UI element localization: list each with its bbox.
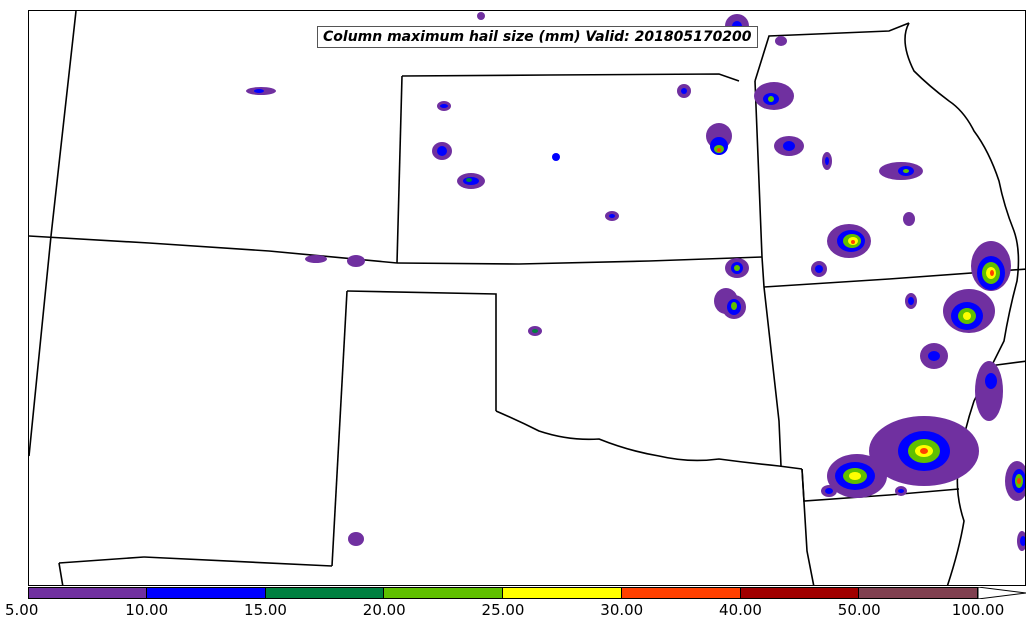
state-line-arkansas-west <box>801 468 815 585</box>
hail-cell <box>827 454 887 498</box>
map-canvas <box>29 11 1025 585</box>
hail-cell <box>552 153 560 161</box>
hail-cell <box>1005 461 1025 501</box>
state-line-nebraska-south <box>396 75 403 264</box>
hail-cell <box>477 12 485 20</box>
hail-cell <box>905 293 917 309</box>
hail-cell <box>605 211 619 221</box>
colorbar-segment <box>265 587 385 599</box>
state-boundaries <box>29 11 1025 585</box>
state-line-nebraska-top <box>401 73 740 82</box>
hail-cell <box>869 416 979 486</box>
hail-cell <box>725 258 749 278</box>
hail-cell <box>895 486 907 496</box>
hail-cell <box>347 255 365 267</box>
hail-cell <box>879 162 923 180</box>
colorbar-tick-label: 10.00 <box>125 601 169 619</box>
colorbar-segment <box>859 587 978 599</box>
hail-cell <box>305 255 327 263</box>
state-line-oklahoma-panhandle <box>346 290 497 411</box>
hail-cell <box>437 101 451 111</box>
state-line-nebraska-kansas <box>396 256 763 265</box>
hail-cell <box>822 152 832 170</box>
state-line-colorado-north <box>29 235 398 264</box>
hail-cell <box>714 288 746 319</box>
colorbar-extend-triangle <box>978 587 1026 599</box>
hail-cell <box>903 212 915 226</box>
hail-cell <box>348 532 364 546</box>
hail-cell <box>920 343 948 369</box>
state-line-texas-oklahoma <box>495 410 803 470</box>
hail-cell <box>827 224 871 258</box>
hail-cell <box>1017 531 1025 551</box>
hail-cell <box>943 289 995 333</box>
state-line-nm-south-left <box>58 556 145 564</box>
state-line-colorado-west <box>29 235 52 457</box>
state-line-nm-south <box>58 562 64 585</box>
colorbar-tick-label: 5.00 <box>5 601 39 619</box>
colorbar-tick-label: 30.00 <box>600 601 644 619</box>
colorbar-segment <box>621 587 741 599</box>
map-panel: Column maximum hail size (mm) Valid: 201… <box>28 10 1026 586</box>
hail-cell <box>457 173 485 189</box>
hail-cell <box>246 87 276 95</box>
colorbar-segment <box>384 587 503 599</box>
hail-contours <box>246 12 1025 551</box>
colorbar-tick-label: 50.00 <box>837 601 881 619</box>
colorbar-tick-label: 40.00 <box>719 601 762 619</box>
colorbar-tick-label: 100.00 <box>951 601 1005 619</box>
colorbar-segment <box>146 587 266 599</box>
hail-cell <box>821 485 837 497</box>
hail-cell <box>528 326 542 336</box>
colorbar-tick-label: 20.00 <box>362 601 406 619</box>
hail-cell <box>775 36 787 46</box>
colorbar <box>28 587 1026 599</box>
hail-cell <box>971 241 1011 291</box>
hail-cell <box>975 361 1003 421</box>
state-line-new-mexico-east <box>331 290 348 567</box>
hail-cell <box>811 261 827 277</box>
colorbar-tick-label: 15.00 <box>244 601 287 619</box>
map-title: Column maximum hail size (mm) Valid: 201… <box>317 26 758 48</box>
state-line-texas-west <box>143 556 333 567</box>
hail-cell <box>677 84 691 98</box>
colorbar-tick-label: 25.00 <box>481 601 525 619</box>
hail-cell <box>754 82 794 110</box>
colorbar-segment <box>503 587 622 599</box>
colorbar-segment <box>740 587 860 599</box>
state-line-nebraska-west <box>50 11 77 237</box>
hail-cell <box>706 123 732 155</box>
state-line-iowa-missouri <box>754 22 910 82</box>
state-line-kansas-missouri <box>754 80 782 467</box>
hail-cell <box>432 142 452 160</box>
hail-cell <box>774 136 804 156</box>
colorbar-segment <box>28 587 147 599</box>
